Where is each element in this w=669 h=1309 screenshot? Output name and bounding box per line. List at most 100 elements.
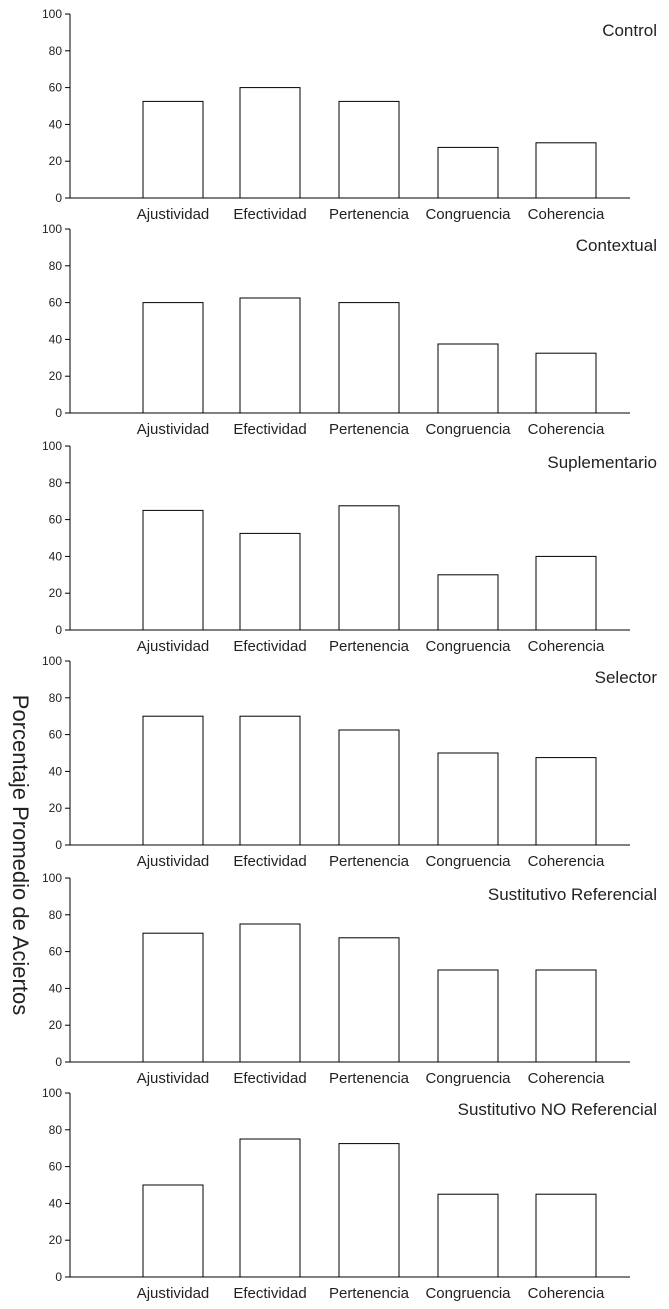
x-tick-label: Efectividad [233,421,306,438]
chart-panel-1: 0 20 40 60 80 100 Ajustividad Efectividad Perten… [42,7,657,223]
bar-ajustividad [142,715,204,846]
bar-pertenencia [338,729,400,846]
y-tick-label: 20 [49,1018,63,1032]
bar-ajustividad [142,100,204,199]
bar-coherencia [535,757,597,846]
chart-panel-5: 0 20 40 60 80 100 Ajustividad Efectividad Perten… [42,871,657,1087]
y-tick-label: 20 [49,801,63,815]
bar-pertenencia [338,100,400,199]
y-tick-label: 0 [55,623,62,637]
x-tick-label: Pertenencia [329,1070,410,1087]
y-tick-label: 100 [42,7,62,21]
chart-panel-2: 0 20 40 60 80 100 Ajustividad Efectividad Perten… [42,222,657,438]
y-tick-label: 0 [55,191,62,205]
y-tick-label: 20 [49,1233,63,1247]
chart-panel-3: 0 20 40 60 80 100 Ajustividad Efectividad Perten… [42,439,657,655]
y-tick-label: 40 [49,117,63,131]
x-tick-label: Ajustividad [137,1070,210,1087]
bar-pertenencia [338,1143,400,1278]
x-tick-label: Coherencia [528,1070,605,1087]
bar-coherencia [535,1193,597,1278]
x-tick-label: Efectividad [233,853,306,870]
chart-panel-6: 0 20 40 60 80 100 Ajustividad Efectividad Perten… [42,1086,657,1302]
x-tick-label: Coherencia [528,1285,605,1302]
bar-congruencia [437,752,499,846]
y-tick-label: 100 [42,871,62,885]
panel-title: Contextual [576,236,657,255]
panel-title: Selector [595,668,658,687]
bar-ajustividad [142,932,204,1063]
y-tick-label: 80 [49,1123,63,1137]
y-tick-label: 20 [49,369,63,383]
y-tick-label: 40 [49,981,63,995]
y-tick-label: 80 [49,476,63,490]
x-tick-label: Ajustividad [137,853,210,870]
bar-efectividad [239,87,301,199]
panel-title: Sustitutivo Referencial [488,885,657,904]
x-tick-label: Congruencia [425,421,511,438]
x-tick-label: Efectividad [233,1285,306,1302]
panel-title: Sustitutivo NO Referencial [458,1100,657,1119]
x-tick-label: Pertenencia [329,421,410,438]
y-tick-label: 40 [49,764,63,778]
bar-pertenencia [338,302,400,414]
bar-coherencia [535,142,597,199]
x-tick-label: Ajustividad [137,1285,210,1302]
bar-efectividad [239,1138,301,1278]
y-tick-label: 0 [55,1270,62,1284]
bar-congruencia [437,969,499,1063]
panel-title: Control [602,21,657,40]
bar-efectividad [239,532,301,631]
bar-efectividad [239,297,301,414]
y-tick-label: 60 [49,81,63,95]
bar-pertenencia [338,937,400,1063]
x-tick-label: Coherencia [528,421,605,438]
y-tick-label: 80 [49,908,63,922]
y-tick-label: 80 [49,691,63,705]
bar-pertenencia [338,505,400,631]
x-tick-label: Coherencia [528,853,605,870]
y-tick-label: 80 [49,259,63,273]
y-tick-label: 60 [49,513,63,527]
bar-congruencia [437,574,499,631]
bar-coherencia [535,352,597,414]
bar-congruencia [437,1193,499,1278]
bar-coherencia [535,555,597,631]
chart-panel-4: 0 20 40 60 80 100 Ajustividad Efectividad Perten… [42,654,657,870]
y-tick-label: 0 [55,406,62,420]
y-tick-label: 40 [49,1196,63,1210]
y-tick-label: 40 [49,549,63,563]
x-tick-label: Pertenencia [329,853,410,870]
x-tick-label: Congruencia [425,1285,511,1302]
x-tick-label: Efectividad [233,638,306,655]
y-tick-label: 0 [55,1055,62,1069]
x-tick-label: Pertenencia [329,1285,410,1302]
x-tick-label: Efectividad [233,1070,306,1087]
bar-efectividad [239,923,301,1063]
x-tick-label: Congruencia [425,206,511,223]
x-tick-label: Ajustividad [137,638,210,655]
bar-efectividad [239,715,301,846]
x-tick-label: Coherencia [528,206,605,223]
y-tick-label: 60 [49,296,63,310]
y-tick-label: 60 [49,1160,63,1174]
bar-ajustividad [142,509,204,631]
x-tick-label: Ajustividad [137,421,210,438]
y-tick-label: 100 [42,654,62,668]
y-tick-label: 60 [49,728,63,742]
y-tick-label: 20 [49,586,63,600]
x-tick-label: Pertenencia [329,206,410,223]
bar-congruencia [437,343,499,414]
shared-y-axis-label: Porcentaje Promedio de Aciertos [8,694,33,1016]
y-tick-label: 80 [49,44,63,58]
bar-congruencia [437,146,499,199]
x-tick-label: Ajustividad [137,206,210,223]
y-tick-label: 20 [49,154,63,168]
y-tick-label: 40 [49,332,63,346]
bar-ajustividad [142,1184,204,1278]
x-tick-label: Coherencia [528,638,605,655]
y-tick-label: 100 [42,1086,62,1100]
y-tick-label: 100 [42,439,62,453]
y-tick-label: 60 [49,945,63,959]
